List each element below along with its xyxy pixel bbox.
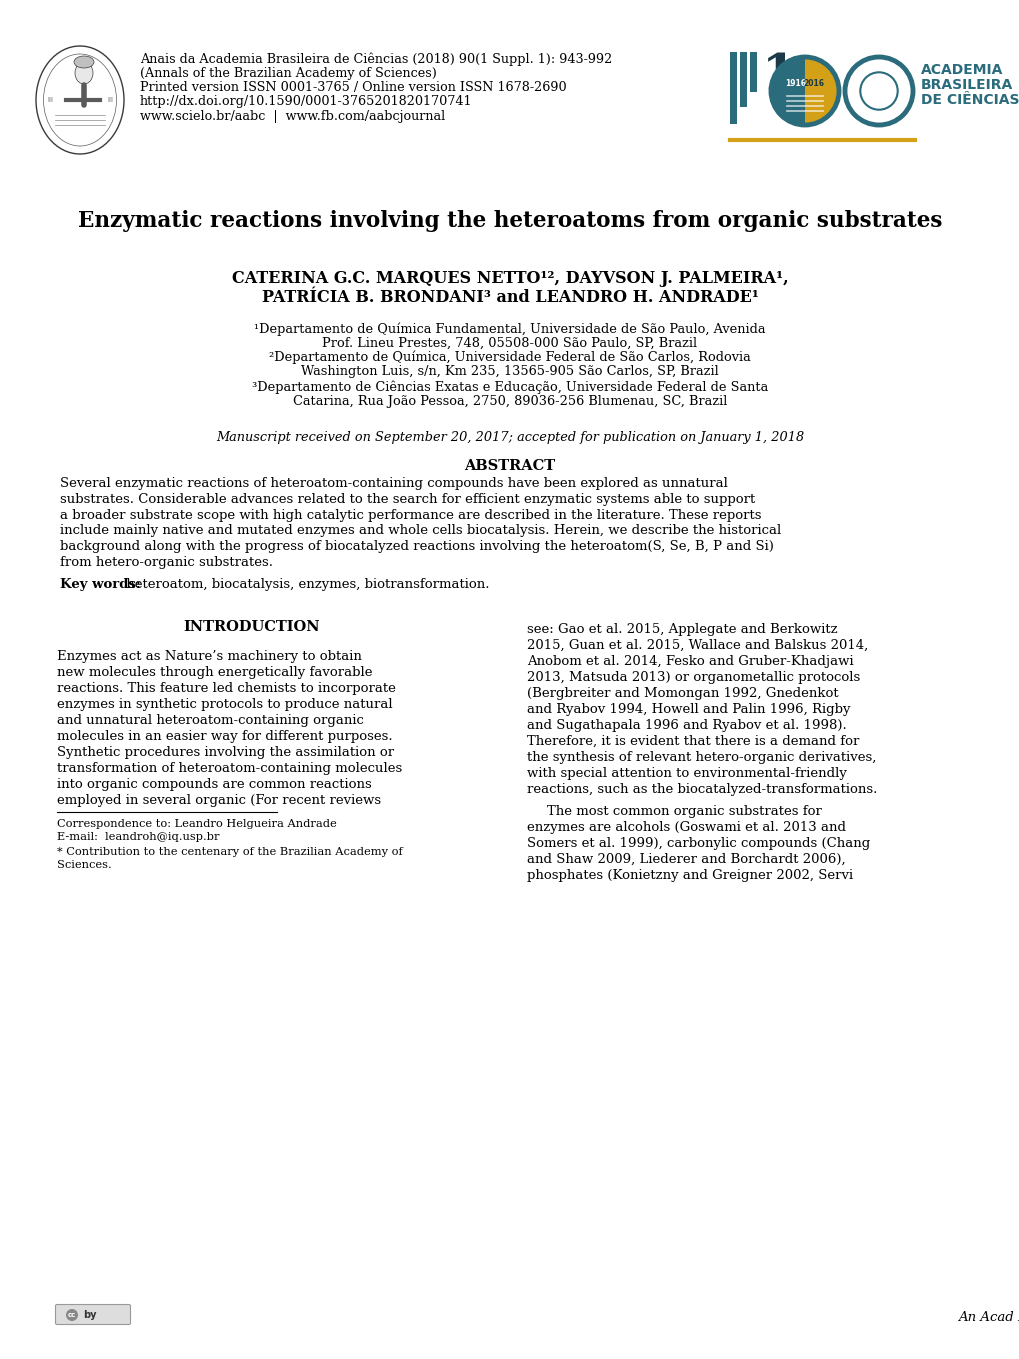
Text: Enzymes act as Nature’s machinery to obtain: Enzymes act as Nature’s machinery to obt… xyxy=(57,650,362,663)
Text: and Shaw 2009, Liederer and Borchardt 2006),: and Shaw 2009, Liederer and Borchardt 20… xyxy=(527,853,845,866)
Wedge shape xyxy=(804,57,839,125)
Ellipse shape xyxy=(75,63,93,84)
Text: Several enzymatic reactions of heteroatom-containing compounds have been explore: Several enzymatic reactions of heteroato… xyxy=(60,477,728,491)
Text: 2015, Guan et al. 2015, Wallace and Balskus 2014,: 2015, Guan et al. 2015, Wallace and Bals… xyxy=(527,639,867,652)
Text: employed in several organic (For recent reviews: employed in several organic (For recent … xyxy=(57,794,381,807)
Text: INTRODUCTION: INTRODUCTION xyxy=(183,620,320,633)
Text: III: III xyxy=(47,96,53,103)
Text: 2013, Matsuda 2013) or organometallic protocols: 2013, Matsuda 2013) or organometallic pr… xyxy=(527,671,859,684)
Text: phosphates (Konietzny and Greigner 2002, Servi: phosphates (Konietzny and Greigner 2002,… xyxy=(527,868,852,882)
Circle shape xyxy=(66,1309,77,1321)
FancyBboxPatch shape xyxy=(55,1305,130,1325)
Text: (Bergbreiter and Momongan 1992, Gnedenkot: (Bergbreiter and Momongan 1992, Gnedenko… xyxy=(527,686,838,700)
Wedge shape xyxy=(770,57,804,125)
Text: ABSTRACT: ABSTRACT xyxy=(464,459,555,473)
Text: molecules in an easier way for different purposes.: molecules in an easier way for different… xyxy=(57,730,392,743)
Text: see: Gao et al. 2015, Applegate and Berkowitz: see: Gao et al. 2015, Applegate and Berk… xyxy=(527,622,837,636)
Text: and Ryabov 1994, Howell and Palin 1996, Rigby: and Ryabov 1994, Howell and Palin 1996, … xyxy=(527,703,850,716)
Text: reactions. This feature led chemists to incorporate: reactions. This feature led chemists to … xyxy=(57,682,395,694)
Text: Correspondence to: Leandro Helgueira Andrade: Correspondence to: Leandro Helgueira And… xyxy=(57,819,336,829)
Text: ¹Departamento de Química Fundamental, Universidade de São Paulo, Avenida: ¹Departamento de Química Fundamental, Un… xyxy=(254,322,765,336)
Text: and Sugathapala 1996 and Ryabov et al. 1998).: and Sugathapala 1996 and Ryabov et al. 1… xyxy=(527,719,846,731)
Text: the synthesis of relevant hetero-organic derivatives,: the synthesis of relevant hetero-organic… xyxy=(527,750,875,764)
Text: Manuscript received on September 20, 2017; accepted for publication on January 1: Manuscript received on September 20, 201… xyxy=(216,431,803,444)
Text: ²Departamento de Química, Universidade Federal de São Carlos, Rodovia: ²Departamento de Química, Universidade F… xyxy=(269,351,750,364)
Text: enzymes are alcohols (Goswami et al. 2013 and: enzymes are alcohols (Goswami et al. 201… xyxy=(527,821,845,834)
Text: cc: cc xyxy=(68,1311,76,1318)
Text: DE CIÊNCIAS: DE CIÊNCIAS xyxy=(920,92,1019,107)
Text: An Acad Bras Cienc (2018): An Acad Bras Cienc (2018) xyxy=(957,1311,1019,1324)
Text: heteroatom, biocatalysis, enzymes, biotransformation.: heteroatom, biocatalysis, enzymes, biotr… xyxy=(122,578,489,591)
Text: new molecules through energetically favorable: new molecules through energetically favo… xyxy=(57,666,372,678)
Text: Sciences.: Sciences. xyxy=(57,860,112,870)
Text: Catarina, Rua João Pessoa, 2750, 89036-256 Blumenau, SC, Brazil: Catarina, Rua João Pessoa, 2750, 89036-2… xyxy=(292,394,727,408)
Text: Synthetic procedures involving the assimilation or: Synthetic procedures involving the assim… xyxy=(57,746,393,758)
Ellipse shape xyxy=(74,56,94,68)
Text: a broader substrate scope with high catalytic performance are described in the l: a broader substrate scope with high cata… xyxy=(60,508,761,522)
Text: with special attention to environmental-friendly: with special attention to environmental-… xyxy=(527,766,846,780)
Text: from hetero-organic substrates.: from hetero-organic substrates. xyxy=(60,556,273,569)
Text: ACADEMIA: ACADEMIA xyxy=(920,63,1003,77)
Text: Key words:: Key words: xyxy=(60,578,141,591)
Text: CATERINA G.C. MARQUES NETTO¹², DAYVSON J. PALMEIRA¹,: CATERINA G.C. MARQUES NETTO¹², DAYVSON J… xyxy=(231,270,788,287)
Text: PATRÍCIA B. BRONDANI³ and LEANDRO H. ANDRADE¹: PATRÍCIA B. BRONDANI³ and LEANDRO H. AND… xyxy=(261,289,758,306)
Text: Washington Luis, s/n, Km 235, 13565-905 São Carlos, SP, Brazil: Washington Luis, s/n, Km 235, 13565-905 … xyxy=(301,366,718,379)
Circle shape xyxy=(844,57,912,125)
Text: Anais da Academia Brasileira de Ciências (2018) 90(1 Suppl. 1): 943-992: Anais da Academia Brasileira de Ciências… xyxy=(140,52,611,65)
Text: III: III xyxy=(107,96,113,103)
Text: www.scielo.br/aabc  |  www.fb.com/aabcjournal: www.scielo.br/aabc | www.fb.com/aabcjour… xyxy=(140,110,445,124)
Text: substrates. Considerable advances related to the search for efficient enzymatic : substrates. Considerable advances relate… xyxy=(60,493,754,506)
Text: Enzymatic reactions involving the heteroatoms from organic substrates: Enzymatic reactions involving the hetero… xyxy=(77,211,942,232)
Text: Printed version ISSN 0001-3765 / Online version ISSN 1678-2690: Printed version ISSN 0001-3765 / Online … xyxy=(140,82,567,94)
Text: BRASILEIRA: BRASILEIRA xyxy=(920,77,1012,92)
Text: * Contribution to the centenary of the Brazilian Academy of: * Contribution to the centenary of the B… xyxy=(57,847,403,856)
Text: Prof. Lineu Prestes, 748, 05508-000 São Paulo, SP, Brazil: Prof. Lineu Prestes, 748, 05508-000 São … xyxy=(322,337,697,349)
Text: E-mail:  leandroh@iq.usp.br: E-mail: leandroh@iq.usp.br xyxy=(57,832,219,841)
Text: Therefore, it is evident that there is a demand for: Therefore, it is evident that there is a… xyxy=(527,735,859,747)
Text: 2016: 2016 xyxy=(803,79,823,87)
Text: transformation of heteroatom-containing molecules: transformation of heteroatom-containing … xyxy=(57,762,401,775)
Text: background along with the progress of biocatalyzed reactions involving the heter: background along with the progress of bi… xyxy=(60,540,773,553)
Text: into organic compounds are common reactions: into organic compounds are common reacti… xyxy=(57,777,371,791)
Text: http://dx.doi.org/10.1590/0001-3765201820170741: http://dx.doi.org/10.1590/0001-376520182… xyxy=(140,95,472,109)
Text: include mainly native and mutated enzymes and whole cells biocatalysis. Herein, : include mainly native and mutated enzyme… xyxy=(60,525,781,537)
Text: enzymes in synthetic protocols to produce natural: enzymes in synthetic protocols to produc… xyxy=(57,697,392,711)
Text: (Annals of the Brazilian Academy of Sciences): (Annals of the Brazilian Academy of Scie… xyxy=(140,67,436,79)
Text: and unnatural heteroatom-containing organic: and unnatural heteroatom-containing orga… xyxy=(57,713,364,727)
Bar xyxy=(749,52,756,92)
Text: Anobom et al. 2014, Fesko and Gruber-Khadjawi: Anobom et al. 2014, Fesko and Gruber-Kha… xyxy=(527,655,853,667)
Bar xyxy=(730,52,737,124)
Text: by: by xyxy=(84,1310,97,1320)
Text: Somers et al. 1999), carbonylic compounds (Chang: Somers et al. 1999), carbonylic compound… xyxy=(527,837,869,849)
Text: reactions, such as the biocatalyzed-transformations.: reactions, such as the biocatalyzed-tran… xyxy=(527,783,876,796)
Text: 1916: 1916 xyxy=(785,79,806,87)
Text: ³Departamento de Ciências Exatas e Educação, Universidade Federal de Santa: ³Departamento de Ciências Exatas e Educa… xyxy=(252,381,767,394)
Text: 1: 1 xyxy=(761,52,796,101)
Bar xyxy=(739,52,746,107)
Text: The most common organic substrates for: The most common organic substrates for xyxy=(546,805,821,818)
